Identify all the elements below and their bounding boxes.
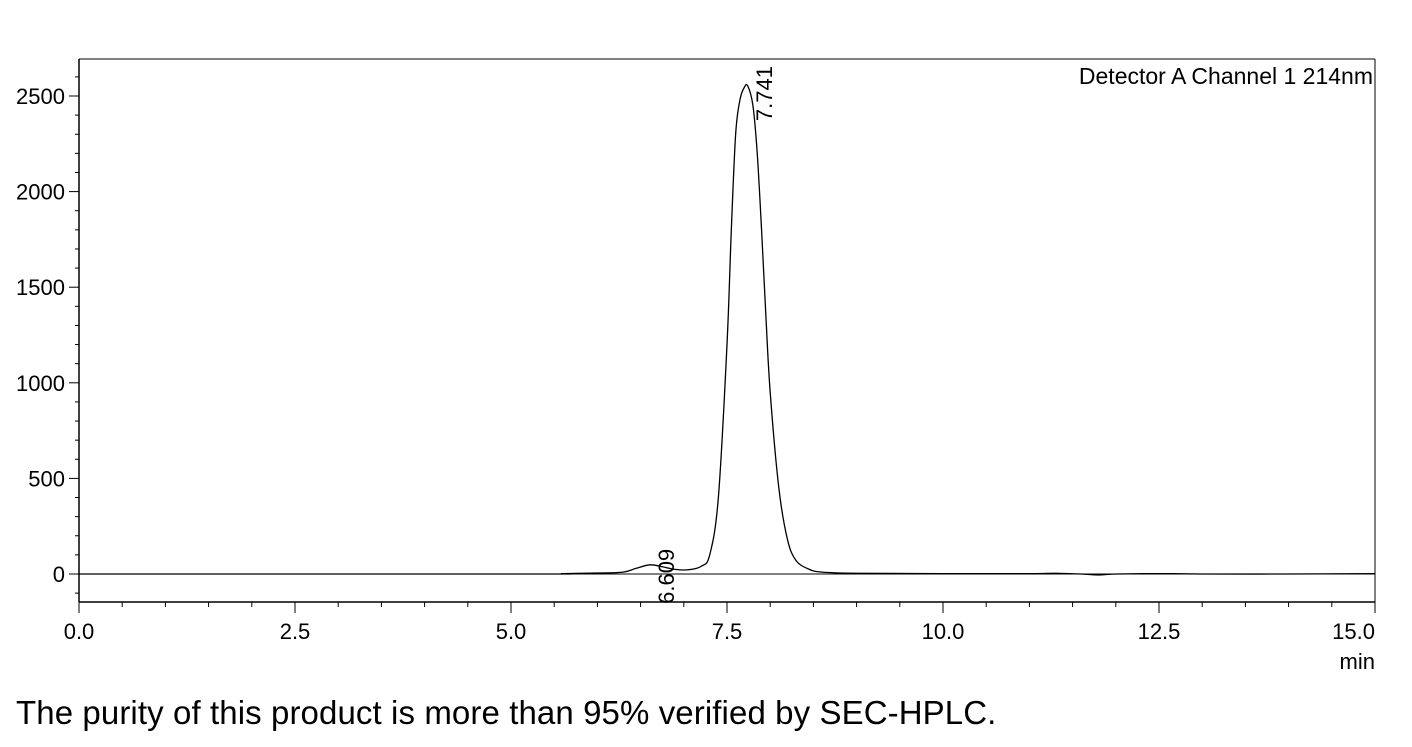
y-tick-label: 0 xyxy=(53,562,65,587)
x-tick-label: 0.0 xyxy=(64,619,95,644)
y-tick-label: 2500 xyxy=(16,84,65,109)
purity-caption: The purity of this product is more than … xyxy=(16,694,997,731)
y-tick-label: 500 xyxy=(28,466,65,491)
x-tick-label: 10.0 xyxy=(922,619,965,644)
x-tick-label: 2.5 xyxy=(280,619,311,644)
x-tick-label: 15.0 xyxy=(1332,619,1375,644)
legend-entry: Detector A Channel 1 214nm xyxy=(1079,63,1373,89)
chromatogram-chart: 0 500 1000 1500 2000 2500 0.0 2.5 5.0 7.5 10.0 12.5… xyxy=(16,58,1376,674)
x-axis-label: min xyxy=(1340,649,1375,674)
y-tick-label: 1500 xyxy=(16,275,65,300)
x-tick-label: 7.5 xyxy=(712,619,743,644)
peak-label: 7.741 xyxy=(752,66,777,121)
peak-label: 6.609 xyxy=(654,549,679,604)
series-line-0 xyxy=(78,83,1376,576)
y-tick-label: 1000 xyxy=(16,371,65,396)
x-tick-label: 5.0 xyxy=(496,619,527,644)
y-tick-label: 2000 xyxy=(16,180,65,205)
x-tick-label: 12.5 xyxy=(1138,619,1181,644)
chart-svg: 0 500 1000 1500 2000 2500 0.0 2.5 5.0 7.5 10.0 12.5… xyxy=(16,58,1376,674)
